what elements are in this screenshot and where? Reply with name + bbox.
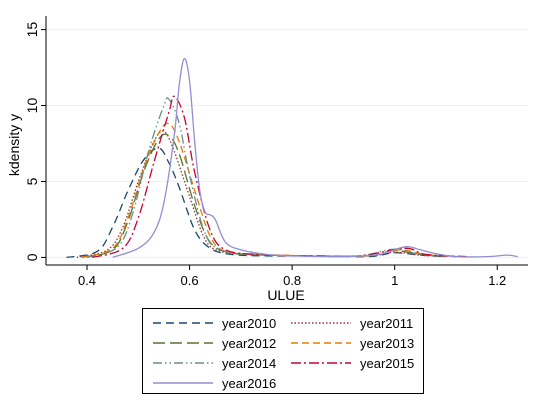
y-tick-label: 0: [24, 253, 40, 261]
legend-label: year2012: [222, 335, 277, 351]
legend-swatch: [291, 322, 351, 324]
series-line-year2012: [81, 133, 457, 259]
legend-swatch: [153, 322, 213, 324]
x-tick-label: 1.2: [488, 273, 506, 288]
series-line-year2015: [91, 95, 467, 259]
legend-swatch: [153, 382, 213, 384]
x-tick-label: 0.6: [181, 273, 199, 288]
legend-item-year2012: year2012: [151, 335, 276, 351]
y-tick-label: 10: [24, 98, 40, 114]
legend-item-year2016: year2016: [151, 375, 276, 391]
legend-item-year2015: year2015: [289, 355, 414, 371]
legend-label: year2013: [360, 335, 415, 351]
legend-swatch: [291, 362, 351, 364]
series-group: [66, 57, 518, 259]
legend-label: year2014: [222, 355, 277, 371]
legend-item-year2013: year2013: [289, 335, 414, 351]
legend-label: year2010: [222, 315, 277, 331]
legend-item-year2011: year2011: [289, 315, 413, 331]
legend-label: year2015: [360, 355, 415, 371]
legend-item-year2010: year2010: [151, 315, 276, 331]
y-tick-label: 15: [24, 22, 40, 38]
y-tick-label: 5: [24, 177, 40, 185]
x-tick-label: 1: [391, 273, 398, 288]
series-line-year2016: [112, 57, 518, 259]
grid: [46, 29, 528, 258]
legend-label: year2011: [360, 315, 414, 331]
legend-swatch: [153, 342, 213, 344]
legend-swatch: [153, 362, 213, 364]
legend: year2010 year2011 year2012 year2013 year2014…: [142, 308, 424, 394]
legend-item-year2014: year2014: [151, 355, 276, 371]
axes: 0 5 10 15 0.4 0.6 0.8 1 1.2: [24, 16, 528, 288]
legend-label: year2016: [222, 375, 277, 391]
x-tick-label: 0.8: [283, 273, 301, 288]
y-axis-label: kdensity y: [6, 114, 22, 176]
legend-swatch: [291, 342, 351, 344]
x-axis-label: ULUE: [267, 287, 304, 303]
x-tick-label: 0.4: [78, 273, 96, 288]
